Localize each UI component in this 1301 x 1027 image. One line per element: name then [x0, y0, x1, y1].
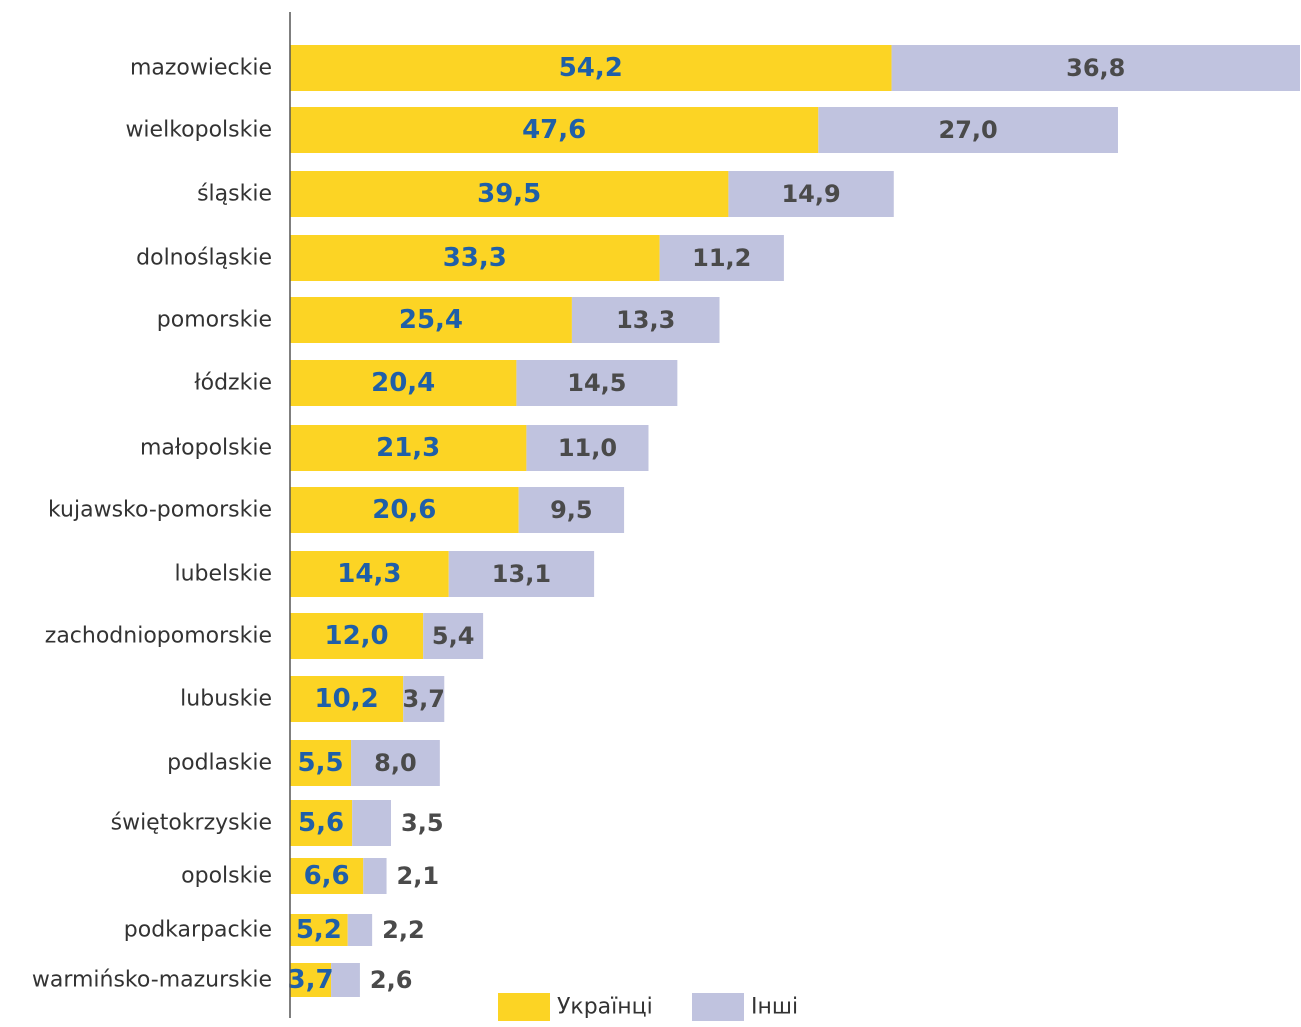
bar-ukrainians-dolnoslaskie — [290, 235, 660, 281]
bar-others-lubuskie — [403, 676, 445, 722]
bar-ukrainians-slaskie — [290, 171, 729, 217]
value-label-ukrainians-slaskie: 39,5 — [477, 179, 541, 209]
category-label-zachodniopomorskie: zachodniopomorskie — [45, 624, 272, 649]
bar-ukrainians-lubuskie — [290, 676, 404, 722]
legend-swatch-others — [692, 993, 744, 1021]
legend-label-ukrainians: Українці — [557, 995, 653, 1020]
value-label-others-podlaskie: 8,0 — [374, 749, 417, 777]
category-label-opolskie: opolskie — [181, 864, 272, 889]
bar-others-dolnoslaskie — [659, 235, 784, 281]
bar-others-slaskie — [728, 171, 894, 217]
value-label-others-podkarpackie: 2,2 — [382, 916, 425, 944]
bar-others-wielkopolskie — [818, 107, 1118, 153]
bar-ukrainians-lodzkie — [290, 360, 517, 406]
value-label-ukrainians-dolnoslaskie: 33,3 — [443, 243, 507, 273]
category-label-mazowieckie: mazowieckie — [130, 56, 272, 81]
value-label-others-kujawsko-pomorskie: 9,5 — [550, 496, 593, 524]
category-label-dolnoslaskie: dolnośląskie — [136, 246, 272, 271]
bar-ukrainians-pomorskie — [290, 297, 572, 343]
bar-others-pomorskie — [571, 297, 720, 343]
category-label-wielkopolskie: wielkopolskie — [125, 118, 272, 143]
value-label-ukrainians-malopolskie: 21,3 — [376, 433, 440, 463]
value-label-ukrainians-pomorskie: 25,4 — [399, 305, 463, 335]
category-label-podlaskie: podlaskie — [167, 751, 272, 776]
category-label-kujawsko-pomorskie: kujawsko-pomorskie — [48, 498, 272, 523]
value-label-ukrainians-podkarpackie: 5,2 — [296, 915, 342, 945]
value-label-others-lubelskie: 13,1 — [492, 560, 551, 588]
category-label-podkarpackie: podkarpackie — [124, 918, 272, 943]
value-label-ukrainians-lodzkie: 20,4 — [371, 368, 435, 398]
value-label-ukrainians-warminsko-mazurskie: 3,7 — [288, 965, 334, 995]
bar-ukrainians-swietokrzyskie — [290, 800, 353, 846]
value-label-ukrainians-opolskie: 6,6 — [304, 861, 350, 891]
category-label-warminsko-mazurskie: warmińsko-mazurskie — [32, 968, 272, 993]
bar-others-podlaskie — [351, 740, 440, 786]
value-label-ukrainians-lubuskie: 10,2 — [315, 684, 379, 714]
value-label-others-warminsko-mazurskie: 2,6 — [370, 966, 413, 994]
category-label-swietokrzyskie: świętokrzyskie — [111, 811, 272, 836]
category-label-lubuskie: lubuskie — [180, 687, 272, 712]
bar-others-lodzkie — [516, 360, 678, 406]
category-label-pomorskie: pomorskie — [157, 308, 272, 333]
category-label-lubelskie: lubelskie — [174, 562, 272, 587]
bar-layer: 54,2 36,8 47,6 27,0 39,5 14,9 33,3 11,2 25,4 13,3… — [288, 45, 1300, 997]
bar-others-malopolskie — [526, 425, 649, 471]
value-label-others-lubuskie: 3,7 — [402, 685, 445, 713]
bar-ukrainians-opolskie — [290, 858, 364, 894]
value-label-ukrainians-wielkopolskie: 47,6 — [522, 115, 586, 145]
bar-others-swietokrzyskie — [352, 800, 391, 846]
bar-others-mazowieckie — [891, 45, 1300, 91]
value-label-ukrainians-mazowieckie: 54,2 — [559, 53, 623, 83]
bar-ukrainians-podlaskie — [290, 740, 352, 786]
value-label-others-dolnoslaskie: 11,2 — [692, 244, 751, 272]
bar-ukrainians-podkarpackie — [290, 914, 348, 946]
value-label-others-wielkopolskie: 27,0 — [939, 116, 998, 144]
value-label-ukrainians-kujawsko-pomorskie: 20,6 — [372, 495, 436, 525]
bar-others-opolskie — [363, 858, 387, 894]
value-label-others-malopolskie: 11,0 — [558, 434, 617, 462]
value-label-others-slaskie: 14,9 — [781, 180, 840, 208]
value-label-ukrainians-lubelskie: 14,3 — [337, 559, 401, 589]
value-label-ukrainians-zachodniopomorskie: 12,0 — [325, 621, 389, 651]
bar-ukrainians-mazowieckie — [290, 45, 892, 91]
value-label-others-swietokrzyskie: 3,5 — [401, 809, 444, 837]
bar-others-podkarpackie — [347, 914, 373, 946]
bar-others-kujawsko-pomorskie — [518, 487, 625, 533]
bar-ukrainians-zachodniopomorskie — [290, 613, 424, 659]
bar-others-lubelskie — [448, 551, 595, 597]
legend-label-others: Інші — [751, 995, 798, 1020]
bar-ukrainians-malopolskie — [290, 425, 527, 471]
bar-ukrainians-warminsko-mazurskie — [290, 963, 332, 997]
value-label-others-mazowieckie: 36,8 — [1066, 54, 1125, 82]
bar-ukrainians-kujawsko-pomorskie — [290, 487, 519, 533]
value-label-ukrainians-podlaskie: 5,5 — [297, 748, 343, 778]
value-label-others-zachodniopomorskie: 5,4 — [432, 622, 475, 650]
bar-ukrainians-lubelskie — [290, 551, 449, 597]
value-label-ukrainians-swietokrzyskie: 5,6 — [298, 808, 344, 838]
bar-others-warminsko-mazurskie — [331, 963, 360, 997]
legend-swatch-ukrainians — [498, 993, 550, 1021]
value-label-others-pomorskie: 13,3 — [616, 306, 675, 334]
category-label-lodzkie: łódzkie — [194, 371, 272, 396]
category-label-layer: mazowieckie wielkopolskie śląskie dolnośląs… — [32, 56, 272, 993]
value-label-others-lodzkie: 14,5 — [567, 369, 626, 397]
category-label-slaskie: śląskie — [197, 182, 272, 207]
category-label-malopolskie: małopolskie — [140, 436, 272, 461]
legend: Українці Інші — [498, 993, 798, 1021]
bar-others-zachodniopomorskie — [423, 613, 484, 659]
bar-ukrainians-wielkopolskie — [290, 107, 819, 153]
value-label-others-opolskie: 2,1 — [397, 862, 440, 890]
